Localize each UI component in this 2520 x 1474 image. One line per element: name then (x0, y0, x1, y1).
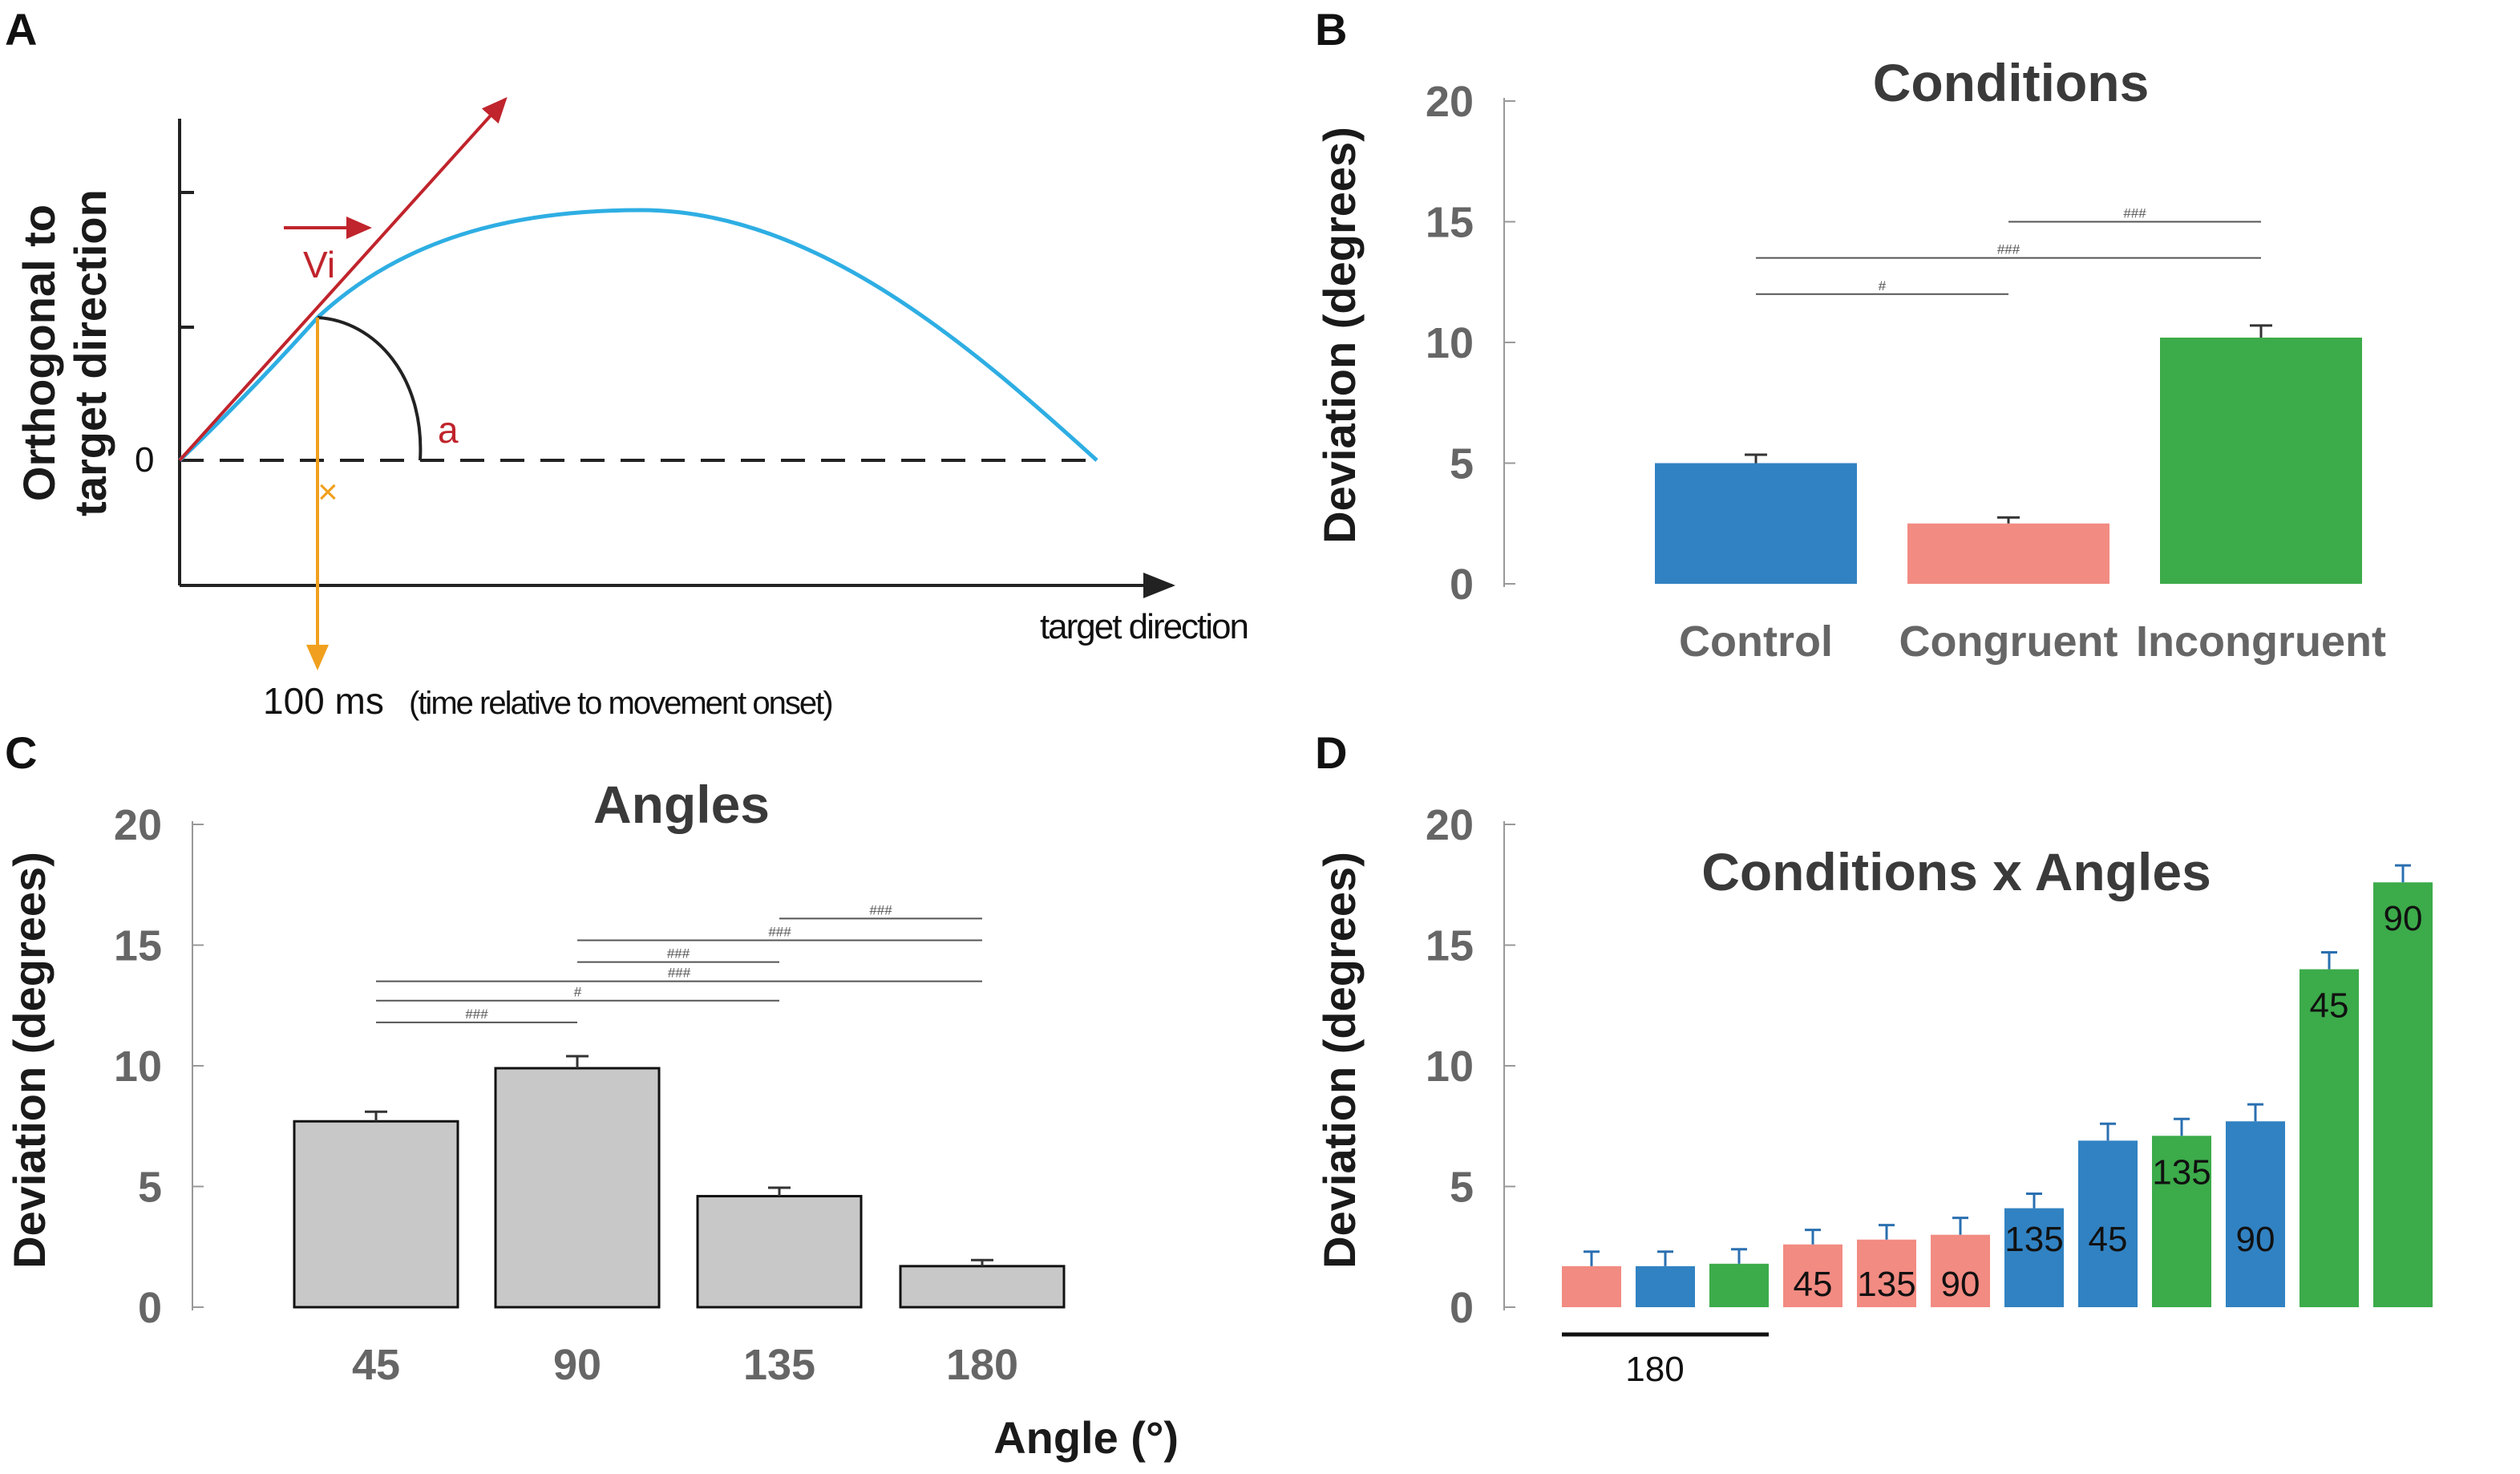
panel-d-conditions-angles-chart: D Deviation (degrees) Conditions x Angle… (1314, 727, 2433, 1389)
bar-angle-label: 90 (2384, 899, 2423, 938)
panel-b-significance: ####### (1756, 206, 2261, 295)
bar-90 (494, 1067, 661, 1309)
significance-label: ### (768, 924, 791, 939)
bar-incongruent-45 (2300, 969, 2359, 1307)
panel-a-angle-label: a (438, 409, 459, 451)
panel-b-conditions-chart: B Deviation (degrees) Conditions 0 5 10 15 2… (1314, 4, 2386, 666)
bar-congruent-135 (1857, 1239, 1916, 1307)
y-tick-label: 5 (138, 1164, 162, 1212)
bar-45 (293, 1120, 459, 1309)
panel-d-bars: 45 135 90 135 45 135 90 45 90 (1562, 864, 2433, 1307)
bar-angle-label: 135 (2004, 1220, 2063, 1259)
panel-d-letter: D (1315, 727, 1347, 778)
bar-control-180 (1636, 1265, 1695, 1307)
y-tick-label: 5 (1450, 1164, 1474, 1212)
significance-label: ### (869, 902, 892, 917)
panel-a-ylabel-line2: target direction (65, 189, 115, 516)
panel-b-y-ticks: 0 5 10 15 20 (1426, 78, 1515, 609)
bar-control-90 (2226, 1121, 2285, 1307)
panel-b-title: Conditions (1873, 53, 2150, 112)
category-label: Control (1679, 618, 1833, 666)
y-tick-label: 0 (138, 1284, 162, 1332)
bar-congruent-180 (1562, 1265, 1621, 1307)
panel-a-letter: A (5, 4, 37, 55)
panel-a-time-label: 100 ms (263, 680, 384, 722)
y-tick-label: 0 (1450, 561, 1474, 609)
bar-incongruent (2160, 337, 2362, 584)
significance-label: ### (1997, 242, 2020, 257)
y-tick-label: 20 (1426, 78, 1474, 126)
category-label: 45 (352, 1341, 400, 1389)
panel-a-deviation-cross: × (318, 472, 338, 512)
bar-congruent-90 (1931, 1234, 1990, 1307)
panel-a-angle-arc (317, 316, 423, 461)
significance-label: # (574, 985, 582, 1000)
panel-c-bars (293, 1055, 1066, 1309)
category-label: 180 (946, 1341, 1018, 1389)
bar-angle-label: 135 (2152, 1152, 2211, 1192)
panel-b-bars (1655, 324, 2362, 584)
panel-c-significance: ################ (376, 902, 982, 1023)
bar-angle-label: 45 (2310, 986, 2349, 1026)
bar-control-45 (2078, 1140, 2138, 1307)
y-tick-label: 15 (1426, 922, 1474, 970)
bar-angle-label: 45 (2089, 1220, 2128, 1259)
bar-angle-label: 90 (1941, 1265, 1980, 1304)
bar-angle-label: 45 (1794, 1265, 1833, 1304)
category-label: Congruent (1899, 618, 2118, 666)
significance-label: ### (465, 1006, 488, 1022)
panel-a-schematic: A Orthogonal to target direction 0 Vi a … (5, 4, 1249, 722)
y-tick-label: 5 (1450, 440, 1474, 488)
bar-angle-label: 90 (2236, 1220, 2275, 1259)
bar-congruent (1907, 523, 2109, 584)
panel-d-y-ticks: 0 5 10 15 20 (1426, 801, 1515, 1332)
y-tick-label: 10 (114, 1043, 162, 1091)
bar-control (1655, 463, 1857, 584)
panel-a-zero-label: 0 (135, 440, 154, 480)
panel-a-ylabel-line1: Orthogonal to (14, 204, 64, 501)
significance-label: ### (2123, 206, 2146, 221)
panel-d-group-label: 180 (1625, 1350, 1684, 1389)
bar-control-135 (2004, 1208, 2064, 1307)
panel-d-title: Conditions x Angles (1701, 842, 2211, 901)
panel-c-title: Angles (593, 775, 770, 834)
panel-a-xlabel: target direction (1040, 607, 1248, 646)
panel-b-letter: B (1315, 4, 1347, 55)
panel-c-xlabel: Angle (°) (993, 1412, 1179, 1463)
panel-c-letter: C (5, 727, 37, 778)
bar-congruent-45 (1783, 1244, 1842, 1307)
panel-b-categories: Control Congruent Incongruent (1679, 618, 2386, 666)
panel-d-ylabel: Deviation (degrees) (1314, 852, 1365, 1269)
panel-a-trajectory-curve (178, 208, 1098, 462)
y-tick-label: 15 (1426, 199, 1474, 247)
panel-a-time-note: (time relative to movement onset) (409, 686, 832, 721)
panel-c-ylabel: Deviation (degrees) (4, 852, 55, 1269)
significance-label: # (1879, 278, 1887, 294)
significance-label: ### (667, 946, 690, 962)
panel-b-ylabel: Deviation (degrees) (1314, 127, 1365, 544)
category-label: 135 (743, 1341, 815, 1389)
category-label: 90 (553, 1341, 601, 1389)
panel-a-vector-label: Vi (303, 244, 335, 285)
y-tick-label: 10 (1426, 1043, 1474, 1091)
bar-angle-label: 135 (1857, 1265, 1915, 1304)
category-label: Incongruent (2136, 618, 2386, 666)
panel-c-categories: 45 90 135 180 (352, 1341, 1018, 1389)
bar-180 (899, 1265, 1066, 1309)
bar-135 (696, 1195, 863, 1309)
y-tick-label: 20 (114, 801, 162, 849)
bar-incongruent-180 (1709, 1263, 1769, 1307)
y-tick-label: 15 (114, 922, 162, 970)
y-tick-label: 10 (1426, 319, 1474, 367)
panel-c-y-ticks: 0 5 10 15 20 (114, 801, 204, 1332)
bar-incongruent-90 (2373, 882, 2433, 1307)
significance-label: ### (668, 966, 691, 981)
panel-a-initial-vector (178, 97, 508, 462)
bar-incongruent-135 (2152, 1136, 2211, 1307)
y-tick-label: 0 (1450, 1284, 1474, 1332)
y-tick-label: 20 (1426, 801, 1474, 849)
